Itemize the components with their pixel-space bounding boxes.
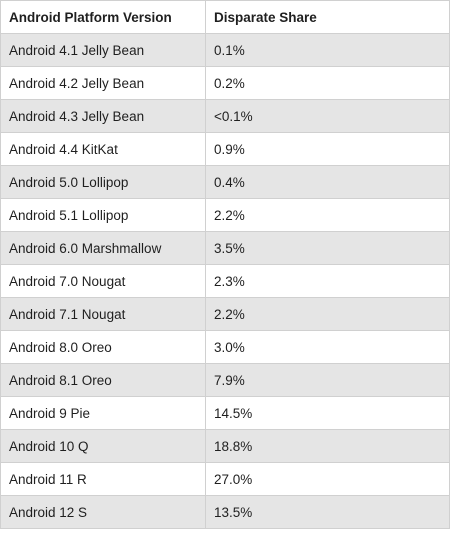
- share-cell: 0.1%: [205, 33, 450, 67]
- header-row: Android Platform Version Disparate Share: [0, 0, 450, 34]
- share-cell: <0.1%: [205, 99, 450, 133]
- header-platform-version: Android Platform Version: [0, 0, 206, 34]
- table-row: Android 7.0 Nougat 2.3%: [0, 264, 450, 298]
- android-share-table: Android Platform Version Disparate Share…: [0, 0, 450, 529]
- platform-version-cell: Android 4.4 KitKat: [0, 132, 206, 166]
- header-disparate-share: Disparate Share: [205, 0, 450, 34]
- table-row: Android 10 Q 18.8%: [0, 429, 450, 463]
- share-cell: 2.2%: [205, 198, 450, 232]
- table-row: Android 12 S 13.5%: [0, 495, 450, 529]
- share-cell: 13.5%: [205, 495, 450, 529]
- platform-version-cell: Android 6.0 Marshmallow: [0, 231, 206, 265]
- table-row: Android 4.1 Jelly Bean 0.1%: [0, 33, 450, 67]
- share-cell: 27.0%: [205, 462, 450, 496]
- platform-version-cell: Android 12 S: [0, 495, 206, 529]
- platform-version-cell: Android 8.1 Oreo: [0, 363, 206, 397]
- table-row: Android 8.1 Oreo 7.9%: [0, 363, 450, 397]
- platform-version-cell: Android 4.2 Jelly Bean: [0, 66, 206, 100]
- table-row: Android 4.4 KitKat 0.9%: [0, 132, 450, 166]
- share-cell: 7.9%: [205, 363, 450, 397]
- share-cell: 14.5%: [205, 396, 450, 430]
- platform-version-cell: Android 4.1 Jelly Bean: [0, 33, 206, 67]
- share-cell: 3.0%: [205, 330, 450, 364]
- table-row: Android 4.2 Jelly Bean 0.2%: [0, 66, 450, 100]
- table-body: Android 4.1 Jelly Bean 0.1% Android 4.2 Je…: [0, 33, 450, 529]
- platform-version-cell: Android 7.0 Nougat: [0, 264, 206, 298]
- table-header: Android Platform Version Disparate Share: [0, 0, 450, 34]
- share-cell: 0.2%: [205, 66, 450, 100]
- table-row: Android 4.3 Jelly Bean <0.1%: [0, 99, 450, 133]
- table-row: Android 7.1 Nougat 2.2%: [0, 297, 450, 331]
- share-cell: 18.8%: [205, 429, 450, 463]
- share-cell: 3.5%: [205, 231, 450, 265]
- table-row: Android 9 Pie 14.5%: [0, 396, 450, 430]
- table-row: Android 5.1 Lollipop 2.2%: [0, 198, 450, 232]
- table-row: Android 8.0 Oreo 3.0%: [0, 330, 450, 364]
- platform-version-cell: Android 5.1 Lollipop: [0, 198, 206, 232]
- share-cell: 2.3%: [205, 264, 450, 298]
- table-row: Android 11 R 27.0%: [0, 462, 450, 496]
- platform-version-cell: Android 8.0 Oreo: [0, 330, 206, 364]
- share-cell: 0.9%: [205, 132, 450, 166]
- platform-version-cell: Android 9 Pie: [0, 396, 206, 430]
- platform-version-cell: Android 7.1 Nougat: [0, 297, 206, 331]
- platform-version-cell: Android 5.0 Lollipop: [0, 165, 206, 199]
- platform-version-cell: Android 4.3 Jelly Bean: [0, 99, 206, 133]
- table-row: Android 6.0 Marshmallow 3.5%: [0, 231, 450, 265]
- share-cell: 0.4%: [205, 165, 450, 199]
- table-row: Android 5.0 Lollipop 0.4%: [0, 165, 450, 199]
- share-cell: 2.2%: [205, 297, 450, 331]
- platform-version-cell: Android 10 Q: [0, 429, 206, 463]
- platform-version-cell: Android 11 R: [0, 462, 206, 496]
